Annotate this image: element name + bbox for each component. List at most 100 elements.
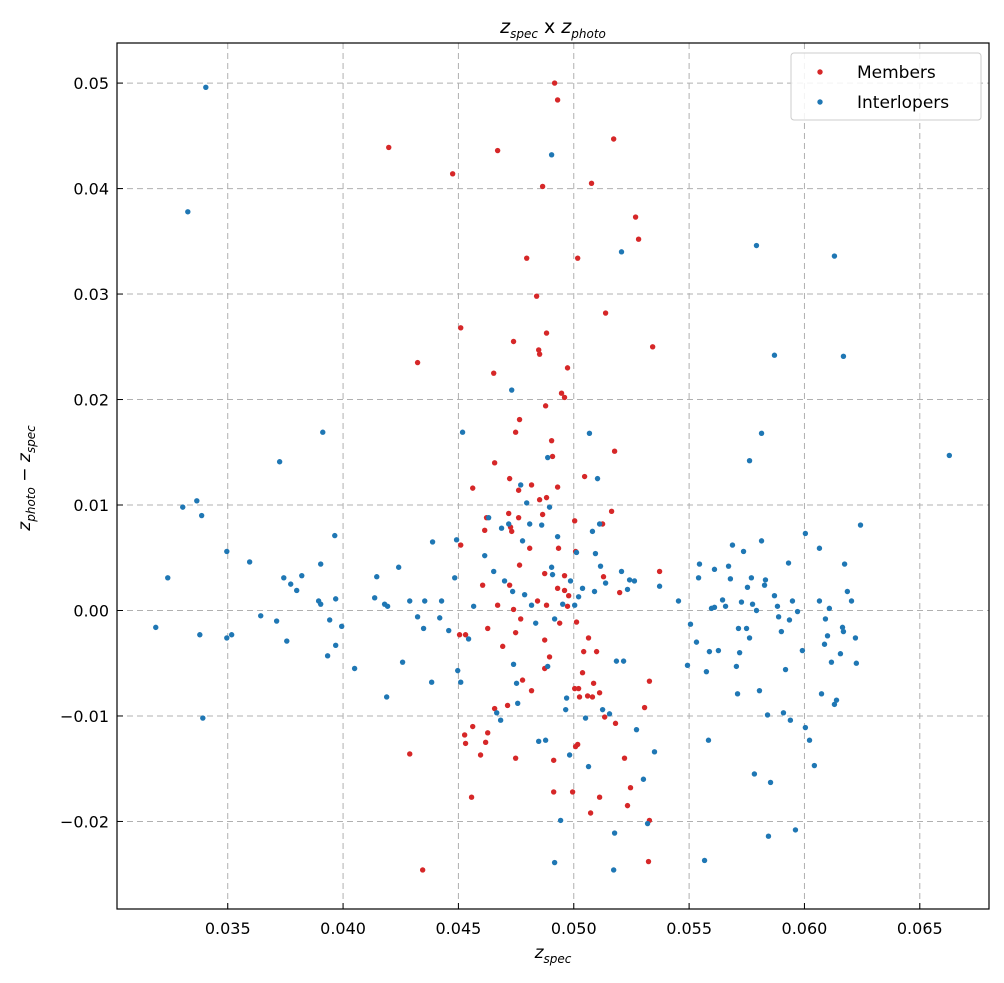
point-members: [462, 740, 469, 747]
point-interlopers: [203, 84, 209, 91]
point-interlopers: [594, 475, 601, 482]
point-members: [588, 180, 595, 186]
point-interlopers: [438, 598, 445, 604]
point-members: [571, 685, 578, 692]
point-interlopers: [695, 575, 702, 581]
point-interlopers: [542, 737, 549, 743]
point-members: [515, 487, 522, 493]
point-members: [561, 587, 568, 594]
point-interlopers: [510, 661, 517, 667]
point-interlopers: [453, 537, 460, 543]
point-interlopers: [180, 504, 186, 510]
point-interlopers: [767, 779, 774, 786]
point-interlopers: [332, 642, 339, 648]
legend-marker-interlopers: [817, 99, 823, 105]
point-interlopers: [705, 737, 712, 743]
point-interlopers: [802, 530, 809, 537]
point-members: [641, 704, 648, 711]
point-members: [491, 370, 497, 376]
point-interlopers: [428, 679, 435, 685]
point-interlopers: [711, 566, 718, 573]
point-interlopers: [733, 663, 740, 670]
point-interlopers: [786, 617, 793, 623]
point-members: [565, 593, 572, 599]
point-interlopers: [841, 561, 848, 567]
point-interlopers: [729, 542, 736, 548]
point-members: [554, 97, 561, 103]
point-interlopers: [546, 504, 553, 510]
point-members: [611, 448, 618, 454]
point-interlopers: [563, 695, 570, 701]
point-members: [576, 694, 583, 700]
point-members: [554, 585, 561, 592]
point-interlopers: [276, 459, 283, 465]
point-interlopers: [374, 574, 380, 580]
point-interlopers: [551, 616, 558, 622]
point-members: [528, 687, 535, 694]
point-interlopers: [395, 564, 402, 570]
point-interlopers: [422, 598, 428, 604]
point-interlopers: [848, 598, 855, 604]
point-interlopers: [675, 598, 682, 604]
point-interlopers: [519, 538, 526, 544]
point-members: [482, 527, 488, 534]
point-interlopers: [711, 604, 718, 611]
point-interlopers: [548, 152, 555, 158]
point-interlopers: [821, 641, 828, 647]
point-members: [550, 789, 557, 795]
point-interlopers: [509, 588, 516, 595]
point-interlopers: [722, 603, 729, 609]
point-members: [548, 437, 555, 444]
point-interlopers: [470, 603, 477, 609]
point-members: [458, 325, 464, 331]
point-interlopers: [597, 563, 604, 569]
legend-label-interlopers: Interlopers: [857, 93, 949, 113]
point-members: [558, 390, 565, 396]
point-interlopers: [579, 585, 586, 592]
point-interlopers: [602, 580, 609, 586]
point-interlopers: [538, 522, 545, 528]
xlabel-var: z: [534, 943, 545, 963]
point-members: [656, 568, 663, 575]
point-interlopers: [566, 752, 573, 758]
point-members: [477, 752, 484, 758]
legend: Members Interlopers: [790, 52, 982, 121]
point-members: [512, 429, 519, 435]
point-interlopers: [802, 724, 809, 731]
point-interlopers: [651, 749, 658, 755]
point-members: [569, 789, 576, 795]
y-tick-label: 0.00: [73, 601, 109, 620]
axes-frame: [116, 42, 990, 910]
point-members: [504, 702, 511, 709]
point-interlopers: [294, 587, 300, 594]
point-members: [551, 80, 558, 86]
y-tick-label: 0.04: [73, 180, 109, 199]
point-members: [546, 654, 553, 660]
point-members: [632, 214, 639, 220]
point-interlopers: [384, 603, 391, 609]
point-interlopers: [549, 571, 556, 578]
point-members: [506, 510, 512, 517]
point-members: [561, 394, 568, 401]
point-interlopers: [857, 522, 864, 528]
point-interlopers: [498, 525, 505, 531]
point-interlopers: [407, 598, 413, 604]
point-interlopers: [758, 430, 765, 436]
point-members: [407, 751, 413, 757]
point-interlopers: [532, 620, 539, 626]
y-tick-label: 0.02: [73, 391, 109, 410]
point-interlopers: [833, 697, 840, 703]
point-interlopers: [611, 830, 618, 836]
point-members: [485, 625, 491, 632]
point-members: [528, 482, 535, 488]
point-interlopers: [610, 867, 617, 873]
point-interlopers: [544, 663, 551, 670]
point-interlopers: [761, 582, 768, 588]
point-members: [494, 147, 501, 154]
point-interlopers: [696, 561, 703, 567]
y-tick-label: 0.03: [73, 285, 109, 304]
x-axis-label: zspec: [534, 943, 572, 966]
point-interlopers: [194, 498, 200, 504]
point-interlopers: [326, 617, 333, 623]
point-interlopers: [738, 599, 745, 605]
